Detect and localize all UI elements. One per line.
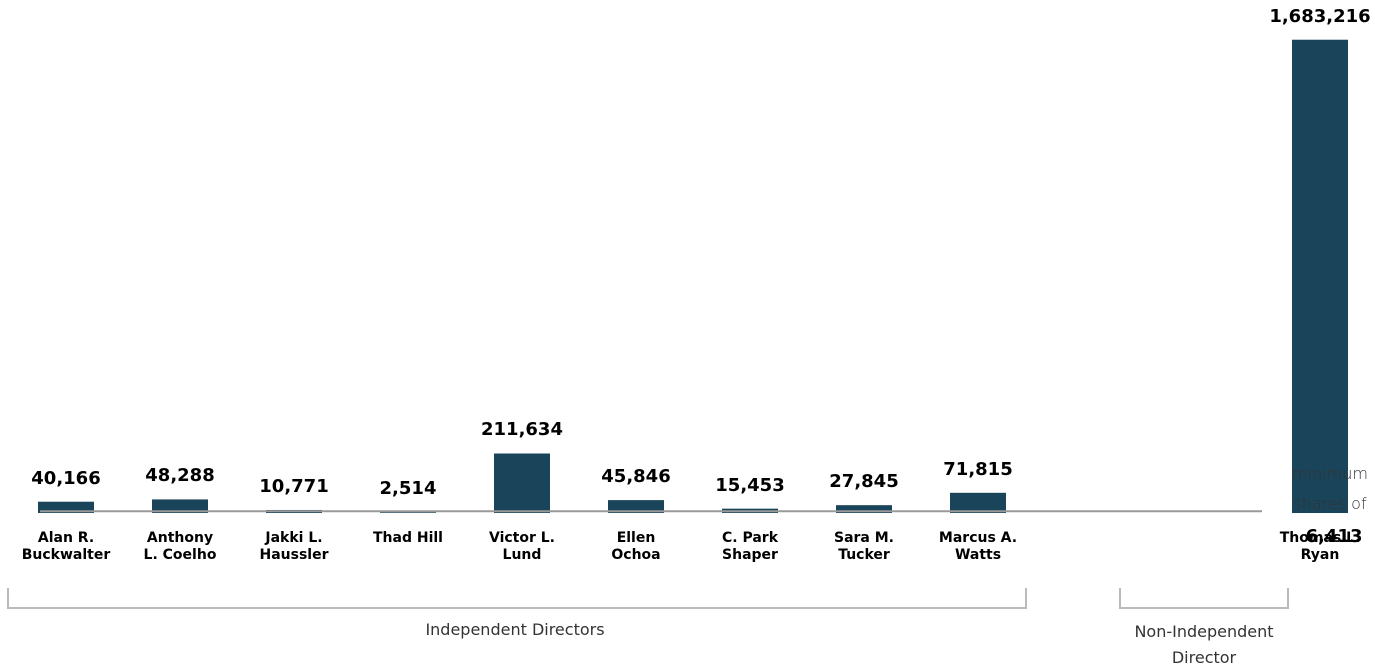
group-label: Independent Directors	[425, 620, 605, 639]
bar	[152, 499, 208, 513]
category-label: C. Park Shaper	[721, 530, 778, 563]
category-label: Jakki L. Haussler	[259, 530, 329, 563]
value-label: 15,453	[715, 474, 785, 496]
value-label: 71,815	[943, 458, 1013, 480]
group-bracket	[1119, 588, 1289, 609]
group-label: Non-Independent Director	[1134, 622, 1274, 666]
value-label: 2,514	[379, 478, 437, 500]
reference-value: 6,413	[1305, 526, 1363, 547]
bar	[1292, 39, 1348, 513]
value-label: 211,634	[481, 419, 563, 441]
bar	[380, 512, 436, 513]
bar	[38, 501, 94, 513]
category-label: Victor L. Lund	[488, 530, 555, 563]
category-label: Alan R. Buckwalter	[21, 530, 111, 563]
reference-label: minimum shares of	[1292, 464, 1368, 513]
value-label: 27,845	[829, 471, 899, 493]
value-label: 48,288	[145, 465, 215, 487]
value-label: 1,683,216	[1269, 5, 1371, 27]
bar	[608, 500, 664, 513]
category-label: Thad Hill	[373, 530, 443, 546]
bar	[836, 505, 892, 513]
category-label: Anthony L. Coelho	[143, 530, 217, 563]
category-label: Marcus A. Watts	[938, 530, 1018, 563]
value-label: 10,771	[259, 475, 329, 497]
bar	[494, 453, 550, 513]
value-label: 40,166	[31, 467, 101, 489]
bar	[950, 492, 1006, 513]
category-label: Ellen Ochoa	[611, 530, 661, 563]
category-label: Sara M. Tucker	[833, 530, 894, 563]
value-label: 45,846	[601, 466, 671, 488]
category-label: Thomas L. Ryan	[1279, 530, 1361, 563]
group-bracket	[7, 588, 1027, 609]
